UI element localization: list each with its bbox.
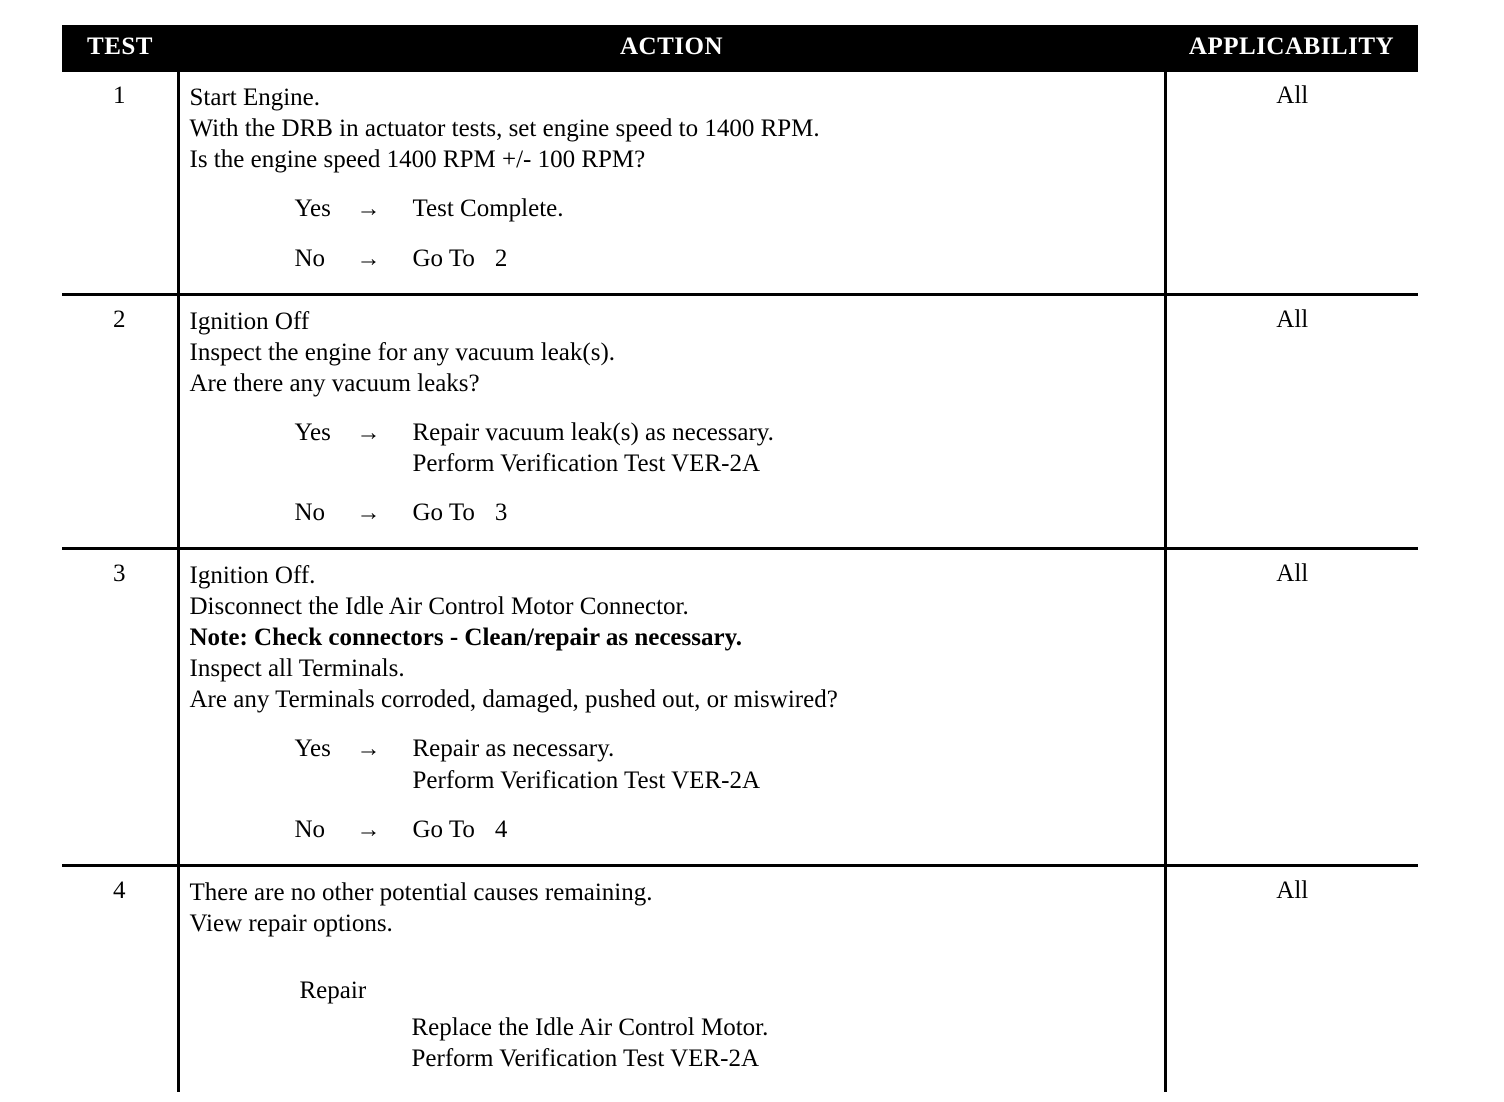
action-line: Are there any vacuum leaks? <box>189 369 480 397</box>
diagnostic-test-table: TEST ACTION APPLICABILITY 1 Start Engine.… <box>62 25 1418 1092</box>
branch-arrow-icon: → <box>356 500 381 527</box>
branch-label: Yes <box>294 735 331 762</box>
action-line: Disconnect the Idle Air Control Motor Co… <box>189 593 689 620</box>
branch-label: No <box>294 499 326 527</box>
branch-text: Repair vacuum leak(s) as necessary. <box>412 418 774 446</box>
branch-goto-number: 4 <box>494 815 508 843</box>
applicability-cell: All <box>1165 69 1418 294</box>
branch-continuation-text: Perform Verification Test VER-2A <box>412 766 761 794</box>
column-header-test: TEST <box>62 25 178 71</box>
action-line: Are any Terminals corroded, damaged, pus… <box>189 686 838 713</box>
branch-text: Go To <box>412 244 475 272</box>
action-branch: No → Go To 3 <box>190 497 1164 529</box>
branch-text: Test Complete. <box>412 195 564 222</box>
test-number-cell: 3 <box>62 547 180 865</box>
column-header-action: ACTION <box>178 25 1165 71</box>
action-branch: No → Go To 2 <box>190 243 1164 275</box>
branch-label: No <box>294 815 326 843</box>
repair-heading: Repair <box>299 976 367 1004</box>
table-row: 4 There are no other potential causes rem… <box>62 863 1418 1092</box>
action-cell: Ignition Off Inspect the engine for any v… <box>178 292 1167 549</box>
action-branch: Yes → Repair vacuum leak(s) as necessary. P… <box>190 417 1164 480</box>
table-row: 1 Start Engine. With the DRB in actuator t… <box>62 69 1418 294</box>
action-cell: Start Engine. With the DRB in actuator te… <box>178 69 1167 294</box>
table-row: 2 Ignition Off Inspect the engine for any … <box>62 292 1418 549</box>
action-branch: No → Go To 4 <box>190 814 1164 846</box>
branch-arrow-icon: → <box>356 245 381 272</box>
branch-text: Go To <box>412 499 475 527</box>
action-line: View repair options. <box>189 909 393 937</box>
branch-arrow-icon: → <box>356 196 381 222</box>
table-row: 3 Ignition Off. Disconnect the Idle Air Co… <box>62 547 1418 865</box>
test-number-cell: 2 <box>62 292 180 549</box>
action-line: There are no other potential causes rema… <box>189 878 653 906</box>
repair-item: Replace the Idle Air Control Motor. <box>411 1013 769 1041</box>
branch-label: Yes <box>294 195 331 222</box>
branch-continuation-text: Perform Verification Test VER-2A <box>412 450 761 478</box>
applicability-cell: All <box>1165 863 1418 1092</box>
action-branch: Yes → Test Complete. <box>190 193 1164 225</box>
applicability-cell: All <box>1165 547 1418 865</box>
applicability-cell: All <box>1165 292 1418 549</box>
branch-arrow-icon: → <box>356 816 381 843</box>
action-line: Inspect the engine for any vacuum leak(s… <box>189 338 616 366</box>
branch-label: No <box>294 244 326 272</box>
table-body: 1 Start Engine. With the DRB in actuator t… <box>62 69 1418 1092</box>
branch-arrow-icon: → <box>356 736 381 762</box>
action-line: Start Engine. <box>189 84 321 111</box>
action-cell: There are no other potential causes rema… <box>178 863 1167 1092</box>
table-header-row: TEST ACTION APPLICABILITY <box>62 25 1418 71</box>
branch-label: Yes <box>294 418 331 446</box>
column-header-applicability: APPLICABILITY <box>1165 25 1418 71</box>
action-cell: Ignition Off. Disconnect the Idle Air Con… <box>178 547 1167 865</box>
branch-goto-number: 3 <box>494 499 508 527</box>
test-number-cell: 4 <box>62 863 180 1092</box>
branch-text: Repair as necessary. <box>412 735 615 762</box>
repair-item: Perform Verification Test VER-2A <box>411 1044 760 1072</box>
action-line: Inspect all Terminals. <box>189 655 405 682</box>
branch-text: Go To <box>412 815 475 843</box>
action-line: With the DRB in actuator tests, set engi… <box>189 115 820 142</box>
branch-arrow-icon: → <box>356 419 381 446</box>
branch-goto-number: 2 <box>494 244 508 272</box>
action-line: Ignition Off. <box>189 562 316 589</box>
action-branch: Yes → Repair as necessary. Perform Verifica… <box>190 733 1164 796</box>
action-line: Is the engine speed 1400 RPM +/- 100 RPM… <box>189 146 646 173</box>
test-number-cell: 1 <box>62 69 180 294</box>
action-note-line: Note: Check connectors - Clean/repair as… <box>189 624 742 651</box>
action-line: Ignition Off <box>189 307 310 335</box>
table-header: TEST ACTION APPLICABILITY <box>62 25 1418 71</box>
